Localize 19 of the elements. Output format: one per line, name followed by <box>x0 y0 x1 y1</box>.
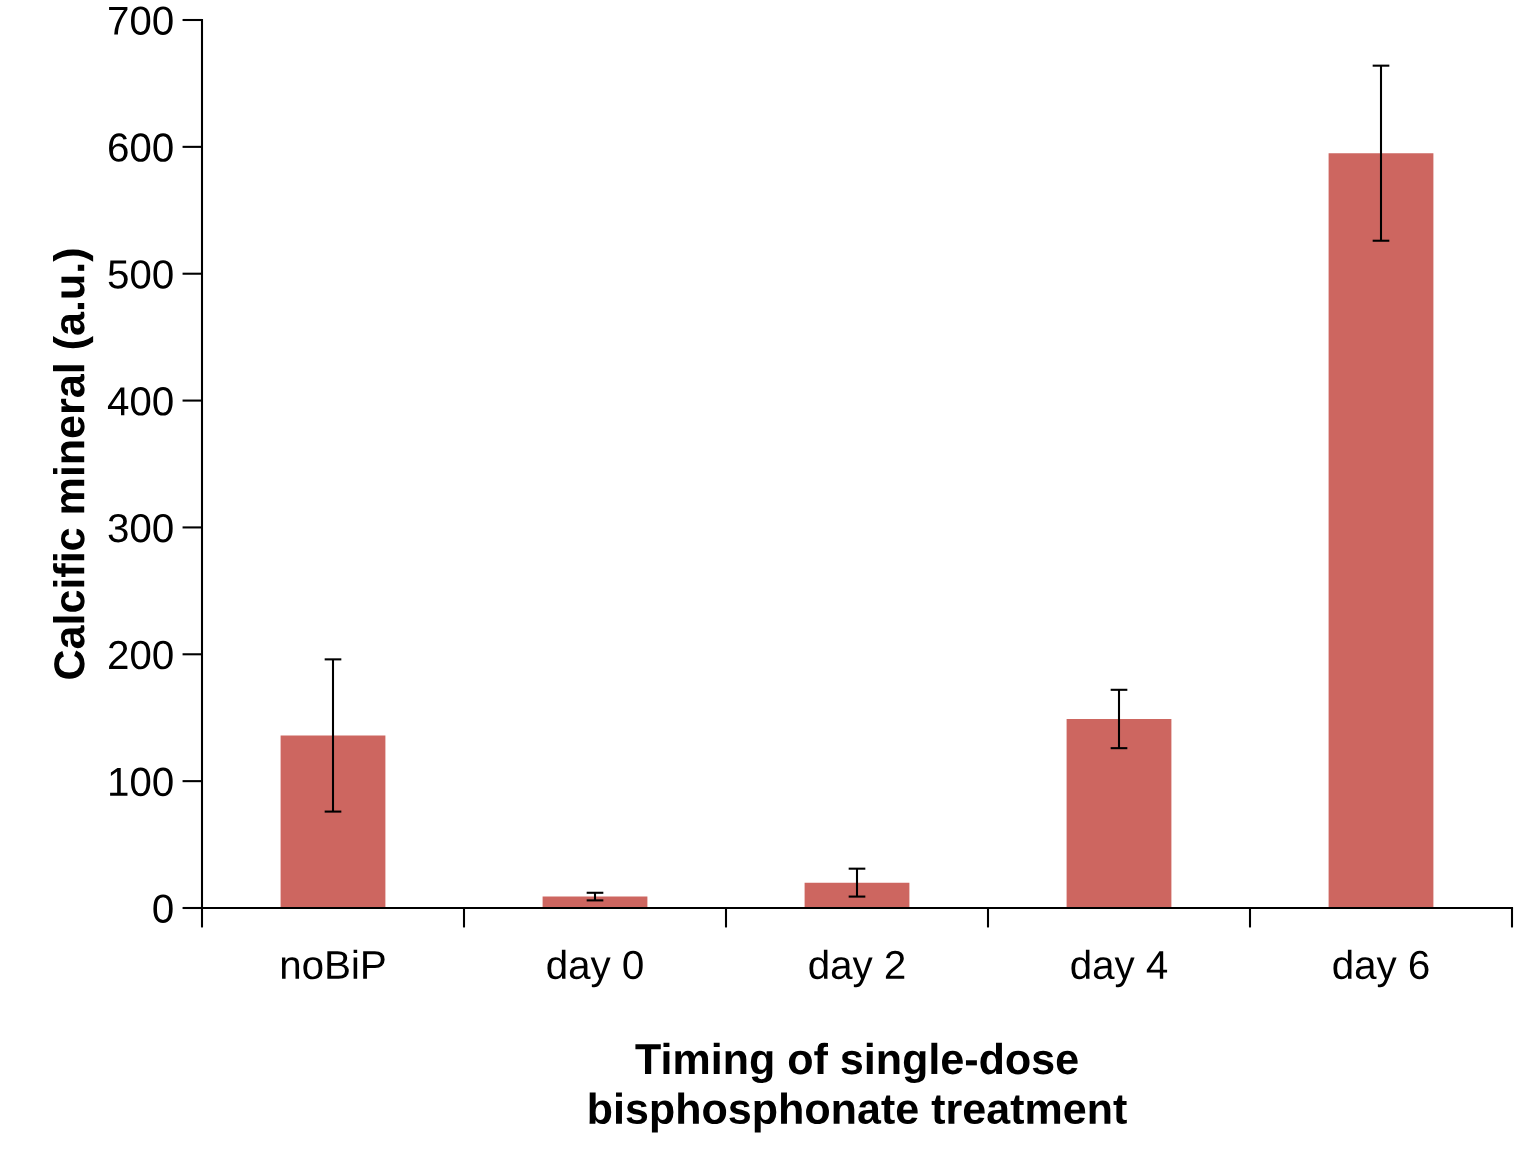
x-tick-label: day 2 <box>809 949 905 988</box>
y-tick-label: 400 <box>107 387 173 416</box>
y-tick-label: 0 <box>153 894 173 923</box>
y-tick-label: 500 <box>108 260 173 289</box>
x-axis-title: Timing of single-dose bisphosphonate treatment <box>589 1042 1127 1133</box>
bar <box>1328 153 1434 908</box>
x-tick-label: day 4 <box>1071 949 1168 988</box>
y-tick-label: 300 <box>108 513 173 543</box>
x-tick-label: day 0 <box>547 949 643 988</box>
y-tick-label: 200 <box>109 640 173 670</box>
x-tick-label: noBiP <box>281 949 385 980</box>
y-tick-label: 100 <box>110 767 173 797</box>
bar <box>280 735 386 908</box>
y-tick-label: 700 <box>109 6 173 35</box>
bar <box>804 882 910 908</box>
y-axis-title: Calcific mineral (a.u.) <box>53 249 94 679</box>
bar <box>1066 718 1172 908</box>
x-tick-label: day 6 <box>1333 949 1429 988</box>
y-tick-label: 600 <box>109 133 173 162</box>
